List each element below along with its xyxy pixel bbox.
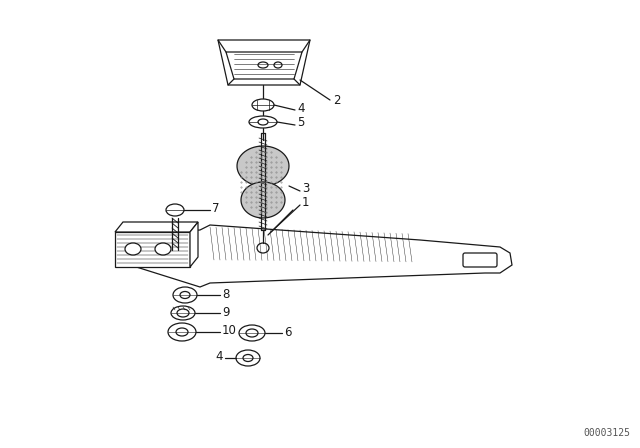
Ellipse shape [125, 243, 141, 255]
Polygon shape [115, 232, 190, 267]
Ellipse shape [249, 116, 277, 128]
Ellipse shape [252, 99, 274, 111]
Polygon shape [226, 52, 302, 79]
Text: 3: 3 [302, 182, 309, 195]
Polygon shape [237, 146, 289, 186]
Ellipse shape [239, 325, 265, 341]
Polygon shape [218, 40, 310, 85]
Text: 9: 9 [222, 306, 230, 319]
Ellipse shape [155, 243, 171, 255]
Text: 4: 4 [215, 350, 223, 363]
Text: 6: 6 [284, 326, 291, 339]
Polygon shape [122, 225, 512, 287]
Text: 00003125: 00003125 [583, 428, 630, 438]
Polygon shape [115, 222, 198, 232]
Text: 10: 10 [222, 324, 237, 337]
Ellipse shape [168, 323, 196, 341]
Polygon shape [190, 222, 198, 267]
Ellipse shape [257, 243, 269, 253]
Text: 2: 2 [333, 94, 340, 107]
Ellipse shape [166, 204, 184, 216]
Ellipse shape [236, 350, 260, 366]
Text: 1: 1 [302, 197, 310, 210]
Text: 4: 4 [297, 102, 305, 115]
FancyBboxPatch shape [463, 253, 497, 267]
Text: 7: 7 [212, 202, 220, 215]
Text: 5: 5 [297, 116, 305, 129]
Polygon shape [241, 182, 285, 218]
Text: 8: 8 [222, 288, 229, 301]
Ellipse shape [171, 306, 195, 320]
Ellipse shape [173, 287, 197, 303]
Ellipse shape [258, 119, 268, 125]
